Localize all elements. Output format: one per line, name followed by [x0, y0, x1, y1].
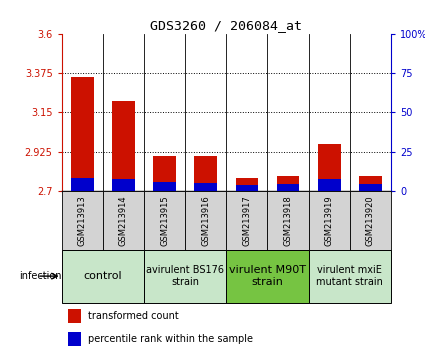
FancyBboxPatch shape: [350, 191, 391, 250]
FancyBboxPatch shape: [144, 250, 226, 303]
Text: avirulent BS176
strain: avirulent BS176 strain: [146, 265, 224, 287]
Bar: [277, 176, 299, 191]
Text: GSM213919: GSM213919: [325, 195, 334, 246]
FancyBboxPatch shape: [103, 191, 144, 250]
Text: percentile rank within the sample: percentile rank within the sample: [88, 334, 253, 344]
Bar: [277, 184, 299, 191]
Bar: [153, 156, 176, 191]
Text: GSM213918: GSM213918: [283, 195, 292, 246]
Text: virulent M90T
strain: virulent M90T strain: [229, 265, 306, 287]
Bar: [153, 182, 176, 191]
FancyBboxPatch shape: [309, 250, 391, 303]
FancyBboxPatch shape: [62, 191, 103, 250]
Title: GDS3260 / 206084_at: GDS3260 / 206084_at: [150, 19, 302, 33]
Bar: [235, 178, 258, 191]
Bar: [194, 156, 217, 191]
Bar: [318, 144, 340, 191]
FancyBboxPatch shape: [62, 250, 144, 303]
Bar: [359, 176, 382, 191]
FancyBboxPatch shape: [144, 191, 185, 250]
Bar: [68, 309, 81, 323]
FancyBboxPatch shape: [185, 191, 226, 250]
Bar: [112, 179, 135, 191]
Bar: [71, 76, 94, 191]
FancyBboxPatch shape: [226, 250, 309, 303]
Bar: [318, 179, 340, 191]
FancyBboxPatch shape: [226, 191, 267, 250]
Text: GSM213916: GSM213916: [201, 195, 210, 246]
Bar: [68, 332, 81, 346]
Text: transformed count: transformed count: [88, 311, 179, 321]
Bar: [194, 183, 217, 191]
Bar: [235, 184, 258, 191]
Text: GSM213920: GSM213920: [366, 195, 375, 246]
Bar: [112, 101, 135, 191]
Text: virulent mxiE
mutant strain: virulent mxiE mutant strain: [316, 265, 383, 287]
FancyBboxPatch shape: [267, 191, 309, 250]
FancyBboxPatch shape: [309, 191, 350, 250]
Text: GSM213913: GSM213913: [78, 195, 87, 246]
Bar: [71, 178, 94, 191]
Text: control: control: [83, 271, 122, 281]
Bar: [359, 184, 382, 191]
Text: GSM213917: GSM213917: [242, 195, 252, 246]
Text: GSM213915: GSM213915: [160, 195, 169, 246]
Text: GSM213914: GSM213914: [119, 195, 128, 246]
Text: infection: infection: [19, 271, 62, 281]
